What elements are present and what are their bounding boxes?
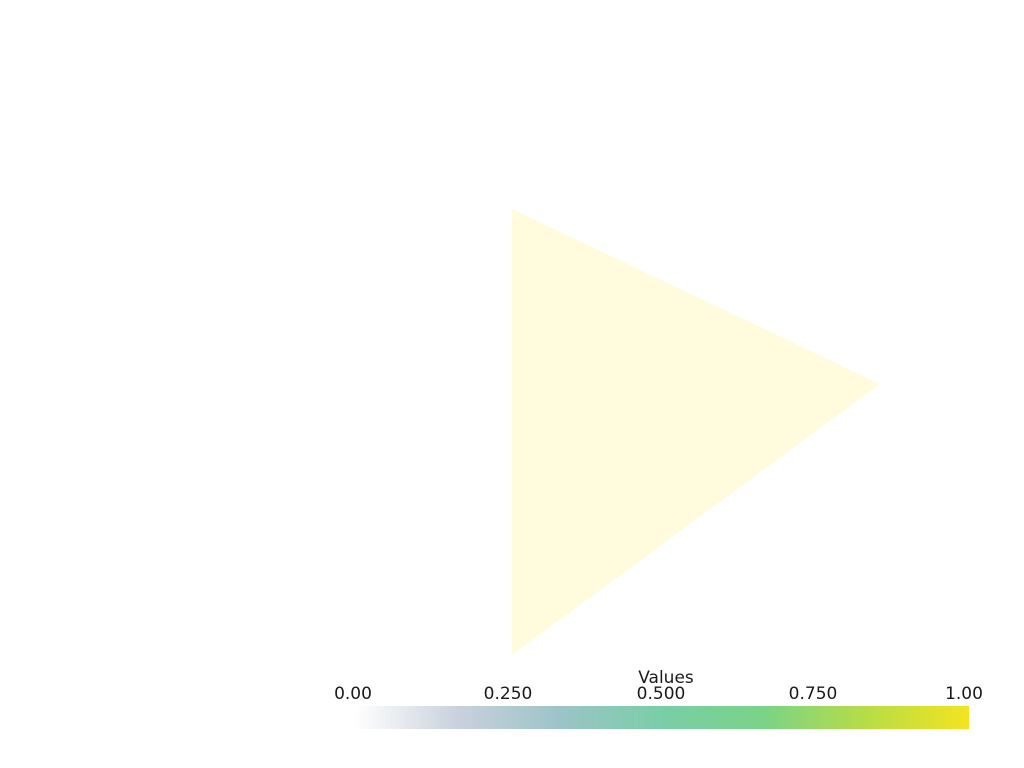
colorbar-tick-label: 1.00 [945, 684, 983, 704]
colorbar-tick-label: 0.250 [483, 684, 533, 704]
colorbar-gradient [355, 706, 969, 729]
colorbar-tick-label: 0.750 [788, 684, 838, 704]
colorbar-tick-label: 0.00 [334, 684, 372, 704]
colorbar-title: Values [638, 668, 694, 688]
colorbar-tick-label: 0.500 [636, 684, 686, 704]
triangle-mesh [512, 209, 880, 655]
